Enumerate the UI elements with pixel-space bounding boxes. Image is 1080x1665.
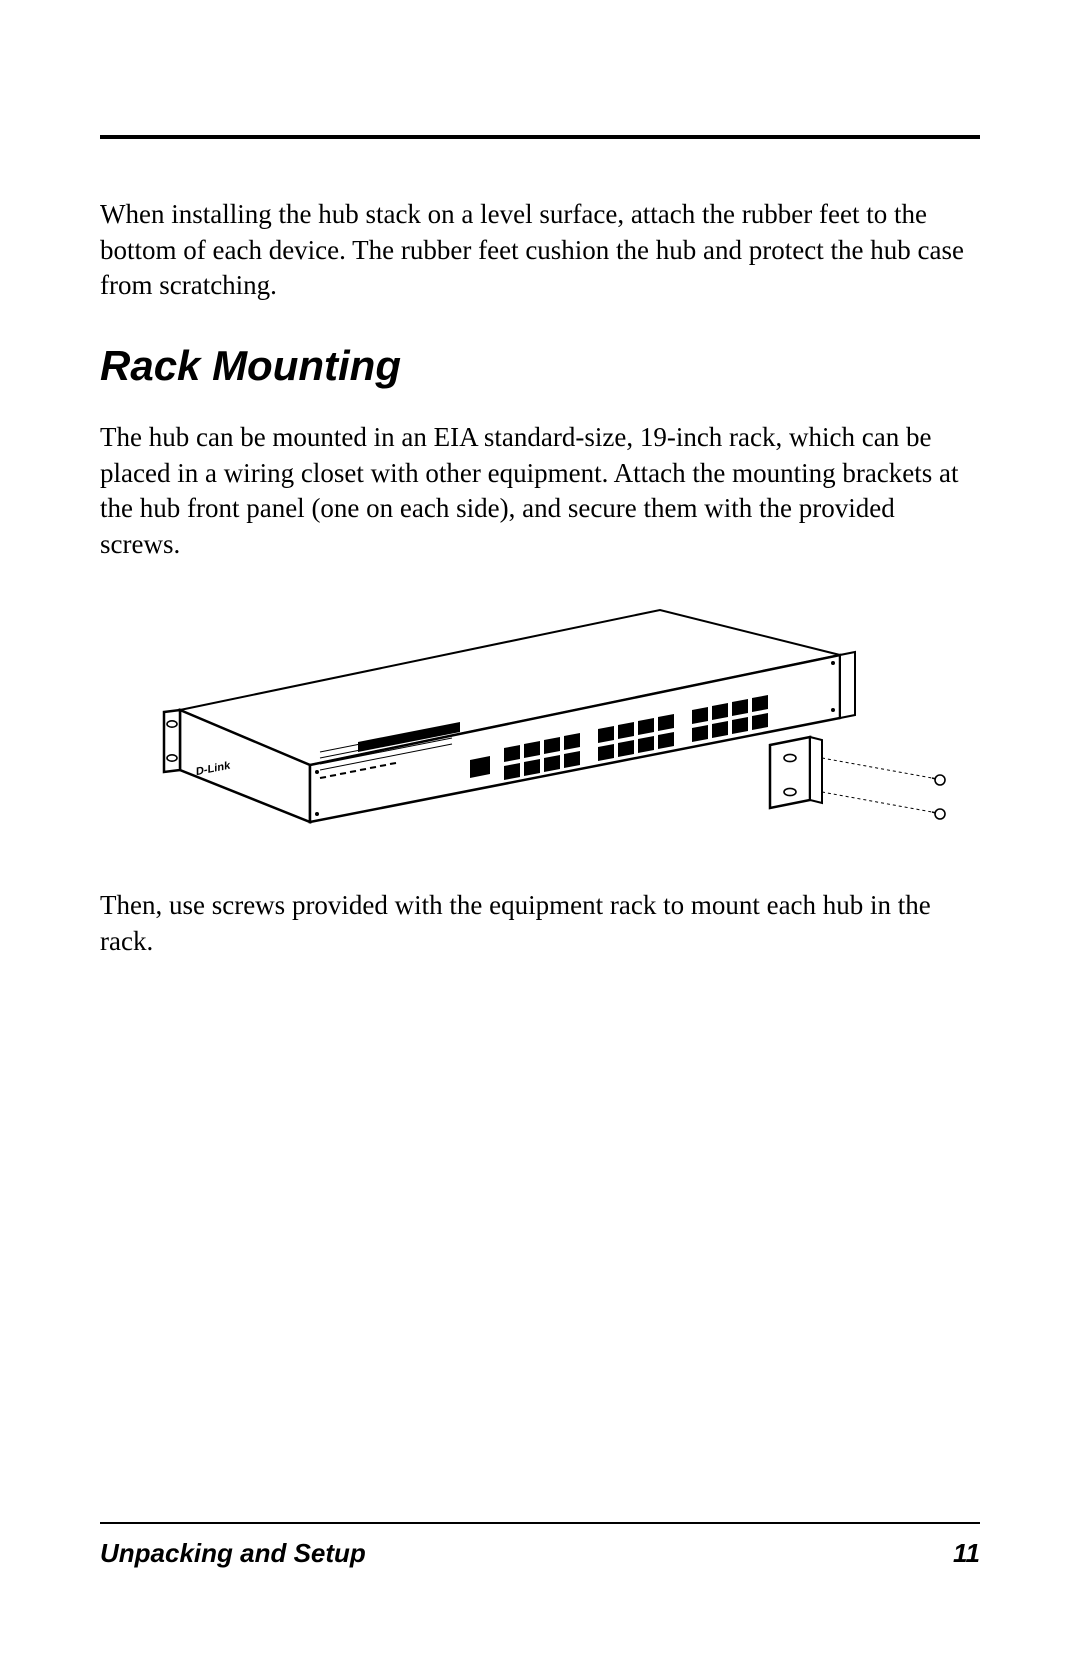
rack-paragraph-2: Then, use screws provided with the equip… [100, 888, 980, 959]
intro-paragraph: When installing the hub stack on a level… [100, 197, 980, 304]
footer-page-number: 11 [953, 1538, 980, 1569]
page-footer: Unpacking and Setup 11 [100, 1522, 980, 1569]
hub-rack-figure: D-Link [100, 600, 980, 860]
top-rule [100, 135, 980, 139]
footer-section: Unpacking and Setup [100, 1538, 366, 1569]
rack-paragraph-1: The hub can be mounted in an EIA standar… [100, 420, 980, 563]
footer-rule [100, 1522, 980, 1524]
rack-mounting-heading: Rack Mounting [100, 342, 980, 390]
